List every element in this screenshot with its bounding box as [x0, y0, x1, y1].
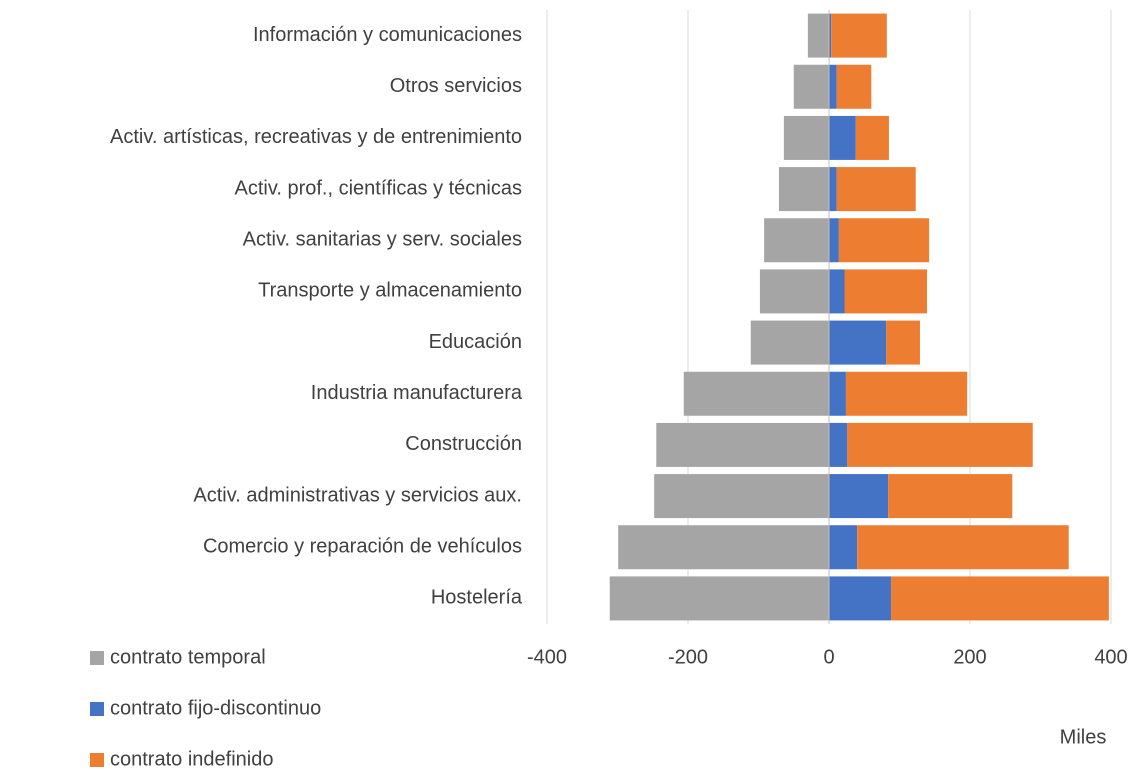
bar — [764, 218, 829, 263]
legend-swatch — [90, 651, 104, 665]
x-tick-label: 400 — [1094, 646, 1127, 668]
y-tick-label: Construcción — [405, 433, 522, 455]
bar — [618, 525, 829, 570]
bar — [829, 422, 848, 467]
bar — [783, 115, 829, 160]
bar — [891, 576, 1109, 621]
legend-swatch — [90, 753, 104, 767]
y-tick-label: Información y comunicaciones — [253, 24, 522, 46]
bar — [857, 525, 1069, 570]
bar — [888, 474, 1013, 519]
bar — [829, 525, 858, 570]
legend-swatch — [90, 702, 104, 716]
bar — [656, 422, 829, 467]
bar — [793, 64, 829, 109]
bar — [829, 371, 846, 416]
y-tick-label: Comercio y reparación de vehículos — [203, 536, 522, 558]
bar — [829, 320, 887, 365]
x-tick-label: 0 — [823, 646, 834, 668]
bar — [778, 167, 829, 212]
y-tick-label: Hostelería — [431, 587, 523, 609]
bar — [829, 218, 839, 263]
legend-label: contrato fijo-discontinuo — [110, 697, 321, 719]
legend-label: contrato indefinido — [110, 748, 273, 770]
bar — [838, 218, 930, 263]
y-tick-label: Activ. sanitarias y serv. sociales — [243, 229, 522, 251]
bar — [836, 64, 872, 109]
x-tick-label: 200 — [953, 646, 986, 668]
bar — [829, 269, 845, 314]
bar — [886, 320, 920, 365]
bar — [847, 422, 1033, 467]
bar — [855, 115, 889, 160]
bar — [831, 13, 887, 58]
y-tick-label: Activ. administrativas y servicios aux. — [193, 484, 522, 506]
bar — [829, 13, 832, 58]
x-tick-label: -200 — [668, 646, 708, 668]
bar — [683, 371, 829, 416]
bar — [829, 576, 892, 621]
bar — [844, 269, 927, 314]
bar — [807, 13, 829, 58]
bar — [609, 576, 829, 621]
bar — [829, 167, 837, 212]
x-tick-label: -400 — [527, 646, 567, 668]
y-tick-label: Activ. artísticas, recreativas y de entr… — [110, 126, 522, 148]
bar — [836, 167, 916, 212]
y-tick-label: Industria manufacturera — [311, 382, 523, 404]
y-tick-label: Educación — [429, 331, 522, 353]
x-axis-label: Miles — [1060, 726, 1107, 748]
legend-label: contrato temporal — [110, 646, 266, 668]
y-tick-label: Activ. prof., científicas y técnicas — [234, 177, 522, 199]
bar — [829, 115, 856, 160]
bar — [829, 64, 837, 109]
y-tick-label: Otros servicios — [390, 75, 522, 97]
bar — [845, 371, 968, 416]
bar — [750, 320, 829, 365]
bar — [759, 269, 829, 314]
bar — [829, 474, 889, 519]
y-tick-label: Transporte y almacenamiento — [258, 280, 522, 302]
bar — [654, 474, 829, 519]
